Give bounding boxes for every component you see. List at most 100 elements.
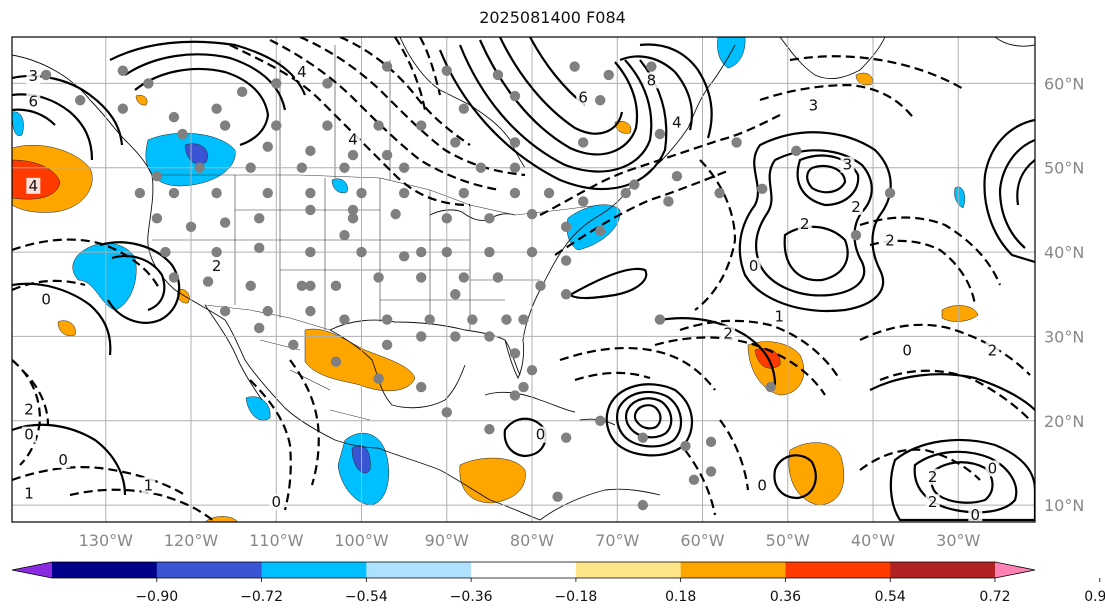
- contour-label-bg: [746, 257, 761, 274]
- station-marker: [398, 162, 410, 173]
- contour-label-bg: [346, 131, 360, 148]
- station-marker: [219, 305, 231, 317]
- coast-s-america: [539, 488, 661, 521]
- station-marker: [245, 280, 256, 292]
- station-marker: [450, 331, 461, 342]
- coast-baja: [204, 304, 263, 401]
- coastlines: [12, 37, 1035, 521]
- station-marker: [381, 149, 393, 161]
- colorbar-tick-label: 0.72: [979, 589, 1010, 605]
- contour-label-bg: [22, 426, 37, 443]
- dash-atl-1: [539, 114, 781, 216]
- contour-labels: 3 6 4 4 4 6 8 4 3 3 2 2 2 2 0 0 1 2 0 2 2 0 0 1 1 0 0 0 2 2 0 0: [22, 63, 1000, 522]
- station-marker: [560, 289, 572, 300]
- contour-label: 0: [272, 493, 282, 511]
- station-marker: [356, 187, 367, 199]
- contour-label-bg: [533, 426, 548, 443]
- lon-tick-label: 30°W: [936, 531, 980, 550]
- colorbar: −0.90 −0.72 −0.54 −0.36 −0.18 0.18 0.36 0.54 0.7…: [11, 561, 1105, 605]
- contour-label: 4: [297, 63, 307, 81]
- colorbar-tick-label: −0.54: [345, 589, 388, 605]
- station-marker: [509, 187, 521, 199]
- station-marker: [458, 103, 470, 114]
- lon-tick-label: 40°W: [851, 531, 895, 550]
- station-marker: [117, 65, 129, 76]
- solid-8-mid: [755, 149, 873, 297]
- station-marker: [254, 213, 265, 224]
- lon-tick-label: 90°W: [425, 531, 469, 550]
- contour-label: 2: [723, 324, 733, 342]
- station-marker: [398, 187, 410, 199]
- contour-label-bg: [721, 325, 736, 342]
- solid-zero-3: [12, 423, 127, 496]
- contour-label: 2: [988, 341, 998, 359]
- station-marker: [509, 90, 521, 102]
- lat-tick-label: 30°N: [1044, 327, 1084, 346]
- contour-label-bg: [806, 97, 821, 114]
- lat-tick-label: 60°N: [1044, 74, 1084, 93]
- station-marker: [637, 432, 649, 443]
- shade-small-6: [245, 396, 271, 421]
- station-marker: [143, 78, 154, 89]
- contour-label-bg: [925, 494, 940, 511]
- contour-label: 2: [851, 198, 861, 216]
- solid-pac-low-2: [111, 254, 166, 312]
- colorbar-segment: [785, 562, 891, 578]
- colorbar-outline: [11, 561, 1036, 579]
- shade-small-2: [331, 178, 348, 194]
- contour-label-bg: [294, 63, 309, 80]
- station-marker: [492, 69, 504, 81]
- station-marker: [168, 272, 180, 283]
- dash-atl-9: [654, 336, 826, 396]
- solid-ridge-nw-2: [124, 53, 287, 111]
- station-marker: [151, 170, 163, 182]
- solid-east-2: [998, 138, 1035, 249]
- station-marker: [330, 356, 342, 367]
- shade-small-8: [135, 95, 148, 106]
- contour-label-bg: [576, 89, 591, 106]
- station-marker: [177, 128, 188, 140]
- contour-label-bg: [848, 198, 863, 215]
- colorbar-segment: [471, 562, 577, 578]
- contour-label: 3: [29, 67, 39, 85]
- station-marker: [441, 246, 452, 258]
- coast-gulf-mexico: [329, 329, 466, 409]
- colorbar-tick-label: −0.36: [450, 589, 493, 605]
- contour-label: 0: [757, 476, 767, 494]
- station-marker: [416, 120, 427, 131]
- dash-c4: [339, 37, 471, 146]
- station-marker: [271, 120, 282, 131]
- station-marker: [271, 78, 282, 89]
- contour-label-bg: [985, 342, 1000, 359]
- coast-us-east: [539, 187, 631, 291]
- station-marker: [416, 246, 427, 258]
- dash-atl-4: [759, 83, 916, 121]
- coast-gulf-us: [329, 319, 521, 376]
- contour-label-bg: [141, 477, 156, 494]
- station-marker: [680, 440, 691, 452]
- solid-8-inner-bot: [783, 225, 849, 282]
- chart-title: 2025081400 F084: [479, 8, 626, 27]
- contour-label-bg: [209, 257, 224, 274]
- contour-label-bg: [925, 468, 940, 485]
- contour-label: 2: [885, 232, 895, 250]
- dash-car-2: [574, 371, 651, 382]
- station-marker: [151, 213, 163, 224]
- station-marker: [373, 272, 384, 283]
- solid-car-ring-4: [633, 404, 662, 430]
- station-marker: [390, 208, 401, 220]
- solid-zero-1: [12, 282, 112, 356]
- map-background: [12, 37, 1035, 522]
- station-marker: [296, 280, 308, 292]
- contour-label: 1: [24, 485, 34, 503]
- station-marker: [509, 162, 521, 173]
- contour-label: 2: [212, 257, 222, 275]
- lat-tick-label: 20°N: [1044, 412, 1084, 431]
- station-marker: [262, 141, 273, 152]
- lon-tick-label: 60°W: [680, 531, 724, 550]
- solid-ridge-nw-3: [109, 40, 307, 96]
- solid-ea-low-1: [889, 438, 1035, 522]
- map-content: 3 6 4 4 4 6 8 4 3 3 2 2 2 2 0 0 1 2 0 2 2 0 0 1 1 0 0 0 2 2 0 0: [12, 37, 1035, 522]
- station-marker: [484, 424, 495, 435]
- shade-small-5: [614, 121, 632, 134]
